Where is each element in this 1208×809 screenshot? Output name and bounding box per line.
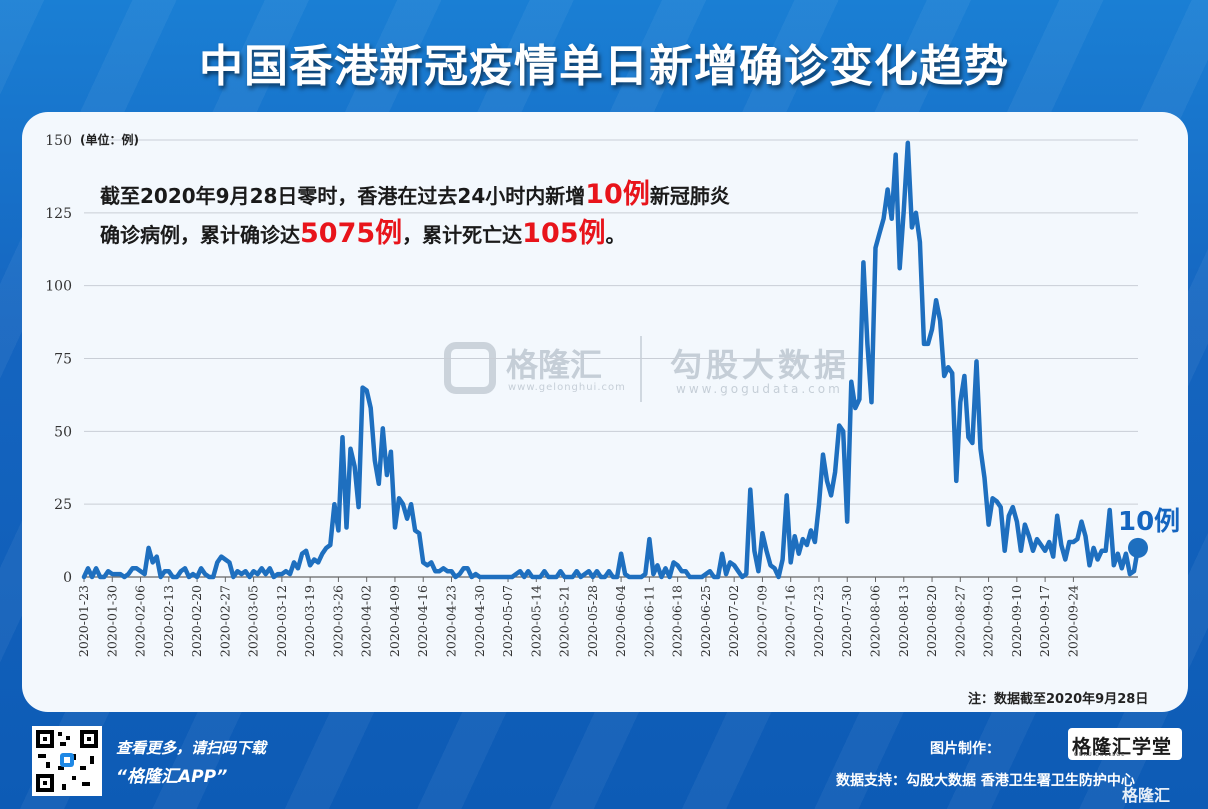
x-tick-label: 2020-09-03 <box>981 585 996 657</box>
watermark-brand-1: 格隆汇 <box>506 346 603 384</box>
x-tick-label: 2020-05-07 <box>500 585 515 657</box>
annotation-text-4: ，累计死亡达 <box>402 223 523 247</box>
annotation-total-cases: 5075例 <box>300 218 403 249</box>
annotation-text-1: 截至2020年9月28日零时，香港在过去24小时内新增 <box>100 184 586 208</box>
x-tick-label: 2020-09-10 <box>1009 585 1024 657</box>
x-tick-label: 2020-09-17 <box>1037 585 1052 657</box>
annotation-text-3: 确诊病例，累计确诊达 <box>100 223 300 247</box>
x-tick-label: 2020-02-06 <box>133 585 148 657</box>
x-tick-label: 2020-05-14 <box>528 585 543 657</box>
y-tick-label: 25 <box>54 497 72 513</box>
qr-code-pattern <box>36 730 98 792</box>
x-tick-label: 2020-05-21 <box>557 585 572 657</box>
y-axis-unit-label: (单位：例) <box>80 133 139 147</box>
chart-panel <box>22 112 1188 712</box>
x-tick-label: 2020-03-12 <box>274 585 289 657</box>
watermark: 格隆汇 www.gelonghui.com 勾股大数据 www.gogudata… <box>444 334 864 406</box>
promo-line-1: 查看更多，请扫码下载 <box>116 739 267 757</box>
x-tick-label: 2020-06-11 <box>641 585 656 657</box>
y-tick-label: 150 <box>45 133 72 149</box>
credit-label: 图片制作： <box>930 741 1000 757</box>
watermark-url-1: www.gelonghui.com <box>508 382 626 393</box>
page-title: 中国香港新冠疫情单日新增确诊变化趋势 <box>199 41 1009 92</box>
y-tick-label: 75 <box>54 352 72 368</box>
x-tick-label: 2020-08-13 <box>896 585 911 657</box>
x-tick-label: 2020-02-13 <box>161 585 176 657</box>
x-tick-label: 2020-08-06 <box>868 585 883 657</box>
credit-brand-logo: 格隆汇学堂 GURU COLLEGE <box>1068 728 1182 760</box>
x-tick-label: 2020-08-27 <box>952 585 967 657</box>
x-tick-label: 2020-01-30 <box>104 585 119 657</box>
watermark-divider <box>640 336 642 402</box>
x-tick-label: 2020-01-23 <box>76 585 91 657</box>
x-tick-label: 2020-04-09 <box>387 585 402 657</box>
x-tick-label: 2020-06-18 <box>670 585 685 657</box>
qr-code-icon[interactable] <box>32 726 102 796</box>
y-tick-label: 0 <box>63 570 72 586</box>
x-tick-label: 2020-07-16 <box>783 585 798 657</box>
credit-brand-name: 格隆汇学堂 <box>1072 736 1173 758</box>
annotation-new-cases: 10例 <box>585 179 650 210</box>
x-tick-label: 2020-04-30 <box>472 585 487 657</box>
data-source: 数据支持：勾股大数据 香港卫生署卫生防护中心 <box>836 773 1135 789</box>
x-tick-label: 2020-07-02 <box>726 585 741 657</box>
x-tick-label: 2020-06-04 <box>613 585 628 657</box>
x-tick-label: 2020-04-02 <box>359 585 374 657</box>
annotation-text-5: 。 <box>605 223 626 247</box>
x-tick-label: 2020-09-24 <box>1065 585 1080 657</box>
x-tick-label: 2020-08-20 <box>924 585 939 657</box>
latest-point-label: 10例 <box>1118 507 1180 537</box>
summary-annotation: 截至2020年9月28日零时，香港在过去24小时内新增10例新冠肺炎 确诊病例，… <box>100 176 860 254</box>
x-tick-label: 2020-04-23 <box>443 585 458 657</box>
x-tick-label: 2020-03-05 <box>246 585 261 657</box>
annotation-deaths: 105例 <box>522 218 606 249</box>
annotation-text-2: 新冠肺炎 <box>649 184 730 208</box>
credit-brand-subtitle: GURU COLLEGE <box>1074 752 1126 758</box>
x-tick-label: 2020-07-23 <box>811 585 826 657</box>
x-tick-label: 2020-02-27 <box>217 585 232 657</box>
x-tick-label: 2020-03-26 <box>330 585 345 657</box>
y-tick-label: 50 <box>54 424 72 440</box>
corner-logo: 格隆汇 <box>1122 786 1171 805</box>
x-tick-label: 2020-07-30 <box>839 585 854 657</box>
data-cutoff-note: 注：数据截至2020年9月28日 <box>968 692 1149 707</box>
watermark-url-2: www.gogudata.com <box>676 382 843 396</box>
watermark-brand-2: 勾股大数据 <box>670 346 851 384</box>
series-line-daily-cases <box>81 140 1141 580</box>
x-tick-label: 2020-03-19 <box>302 585 317 657</box>
x-tick-label: 2020-02-20 <box>189 585 204 657</box>
x-tick-label: 2020-05-28 <box>585 585 600 657</box>
y-tick-label: 125 <box>45 206 72 222</box>
x-tick-label: 2020-07-09 <box>754 585 769 657</box>
y-tick-label: 100 <box>45 279 72 295</box>
x-tick-label: 2020-06-25 <box>698 585 713 657</box>
latest-point-marker <box>1128 537 1148 558</box>
promo-line-2[interactable]: “格隆汇APP” <box>116 767 228 787</box>
gelonghui-logo-icon <box>444 342 496 394</box>
x-tick-label: 2020-04-16 <box>415 585 430 657</box>
